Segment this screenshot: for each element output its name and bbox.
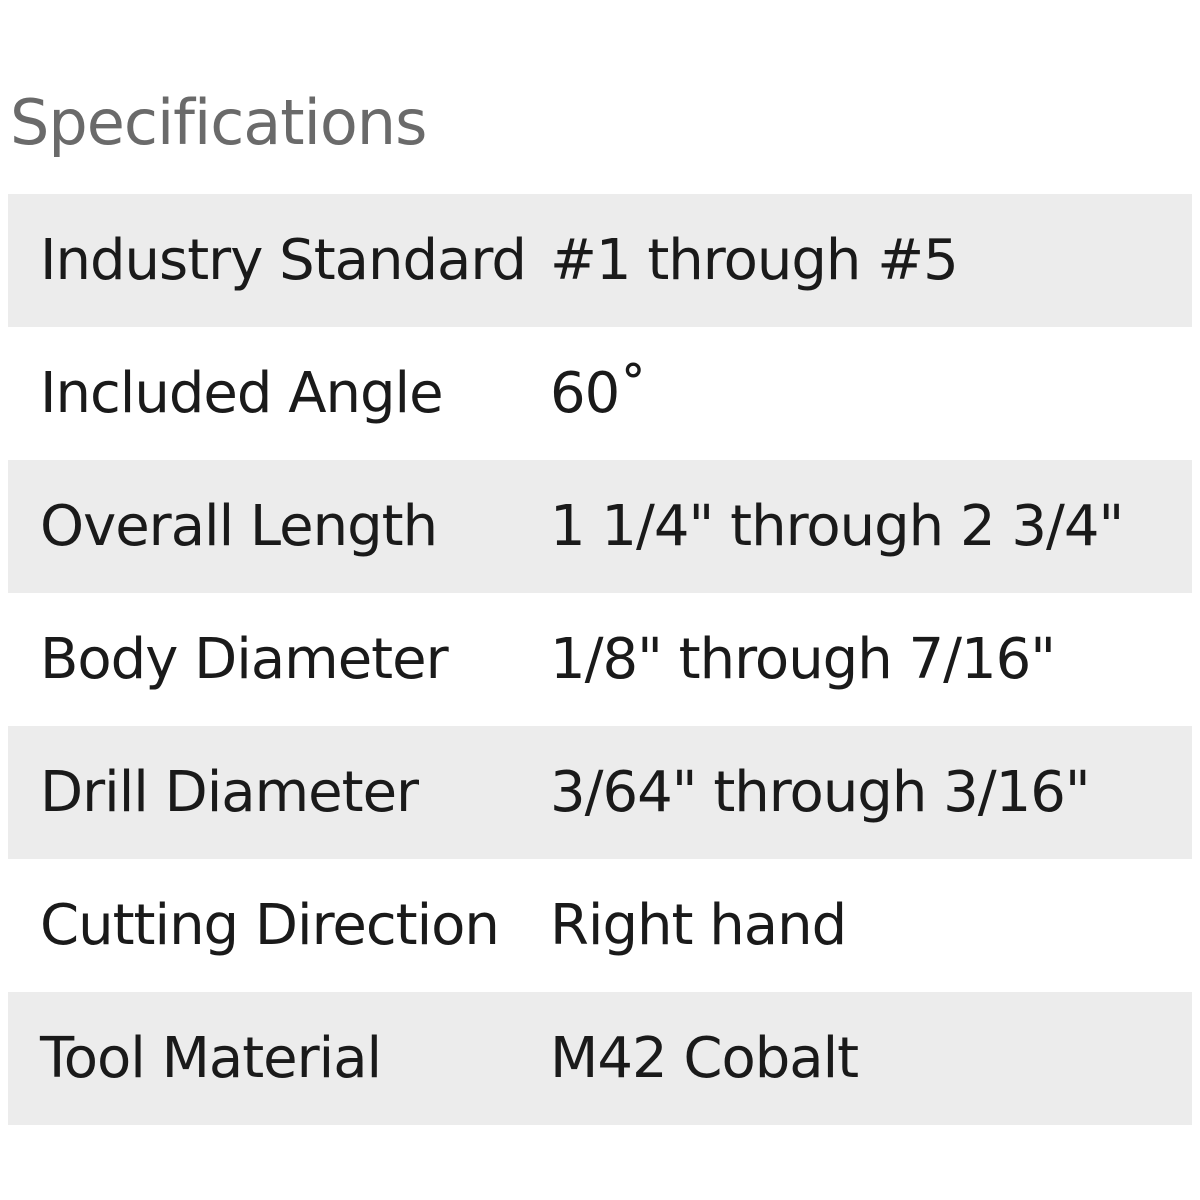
spec-label: Body Diameter [40,627,449,692]
section-title: Specifications [10,86,427,159]
spec-value: 1 1/4" through 2 3/4" [550,494,1124,559]
spec-value: #1 through #5 [550,228,959,293]
spec-value: 1/8" through 7/16" [550,627,1056,692]
spec-value: M42 Cobalt [550,1026,859,1091]
table-row: Drill Diameter 3/64" through 3/16" [8,726,1192,859]
spec-value: 60˚ [550,361,647,426]
table-row: Overall Length 1 1/4" through 2 3/4" [8,460,1192,593]
spec-label: Included Angle [40,361,444,426]
spec-label: Overall Length [40,494,438,559]
table-row: Body Diameter 1/8" through 7/16" [8,593,1192,726]
specifications-table: Industry Standard #1 through #5 Included … [8,194,1192,1125]
spec-value: 3/64" through 3/16" [550,760,1091,825]
spec-label: Industry Standard [40,228,527,293]
table-row: Tool Material M42 Cobalt [8,992,1192,1125]
spec-label: Drill Diameter [40,760,419,825]
spec-label: Tool Material [40,1026,382,1091]
spec-label: Cutting Direction [40,893,500,958]
table-row: Industry Standard #1 through #5 [8,194,1192,327]
table-row: Included Angle 60˚ [8,327,1192,460]
spec-value: Right hand [550,893,847,958]
table-row: Cutting Direction Right hand [8,859,1192,992]
